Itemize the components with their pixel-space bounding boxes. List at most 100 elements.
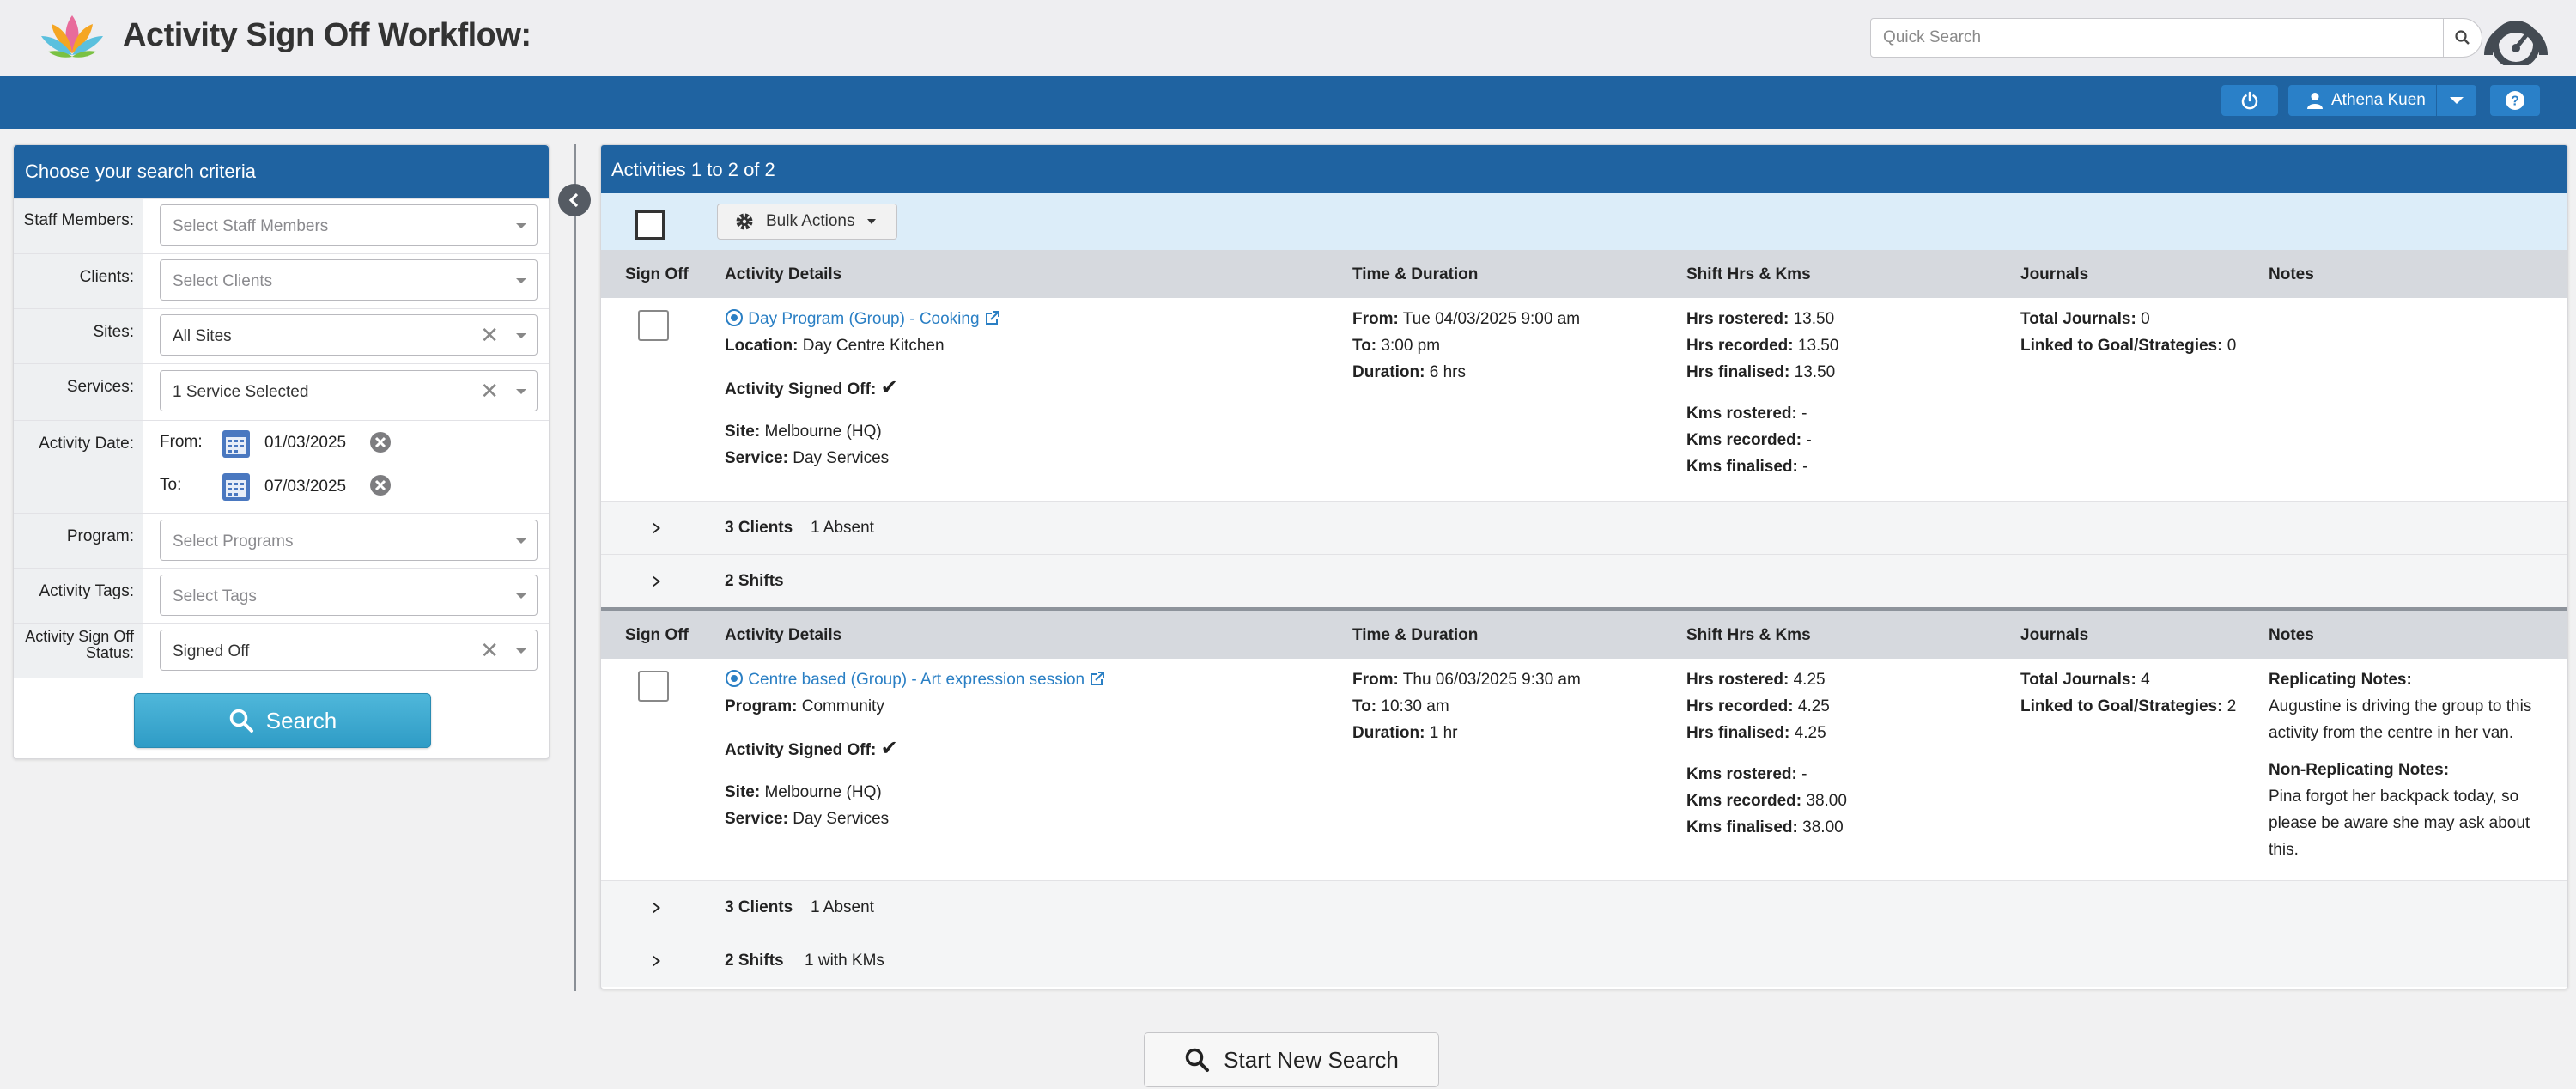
svg-text:?: ? xyxy=(2511,94,2519,109)
activity-name[interactable]: Centre based (Group) - Art expression se… xyxy=(748,671,1085,689)
col-journals: Journals xyxy=(2020,265,2089,283)
nav-bar xyxy=(0,76,2576,129)
external-link-icon[interactable] xyxy=(984,309,1001,326)
search-button-label: Search xyxy=(265,707,337,733)
tags-select[interactable]: Select Tags xyxy=(160,575,538,616)
clients-expander[interactable]: 3 Clients 1 Absent xyxy=(601,501,2567,554)
col-time: Time & Duration xyxy=(1352,265,1479,283)
user-menu-dropdown[interactable] xyxy=(2437,85,2476,116)
triangle-right-icon xyxy=(653,575,660,587)
target-icon xyxy=(726,670,743,687)
select-all-checkbox[interactable] xyxy=(635,210,665,240)
services-select[interactable]: 1 Service Selected ✕ xyxy=(160,370,538,411)
signoff-checkbox[interactable] xyxy=(638,671,669,702)
quick-search-input[interactable] xyxy=(1870,18,2444,58)
status-select[interactable]: Signed Off ✕ xyxy=(160,630,538,671)
criteria-header: Choose your search criteria xyxy=(14,145,549,198)
criteria-row-sites: Sites: All Sites ✕ xyxy=(14,308,549,363)
time-duration: From: Thu 06/03/2025 9:30 am To: 10:30 a… xyxy=(1352,671,1581,742)
help-icon: ? xyxy=(2506,91,2524,110)
page-title: Activity Sign Off Workflow: xyxy=(123,17,532,53)
logout-button[interactable] xyxy=(2221,85,2278,116)
criteria-row-program: Program: Select Programs xyxy=(14,513,549,568)
shifts-expander[interactable]: 2 Shifts xyxy=(601,554,2567,607)
date-from-value[interactable]: 01/03/2025 xyxy=(264,434,347,452)
activity-name[interactable]: Day Program (Group) - Cooking xyxy=(748,310,980,328)
clear-date-icon[interactable] xyxy=(369,431,392,453)
caret-down-icon xyxy=(516,648,526,654)
activity-link[interactable]: Day Program (Group) - Cooking xyxy=(725,306,1001,332)
search-icon xyxy=(1185,1048,1210,1072)
quick-search-button[interactable] xyxy=(2443,18,2482,58)
clients-label: Clients: xyxy=(14,254,143,308)
clear-date-icon[interactable] xyxy=(369,474,392,496)
activity-link[interactable]: Centre based (Group) - Art expression se… xyxy=(725,666,1106,693)
criteria-row-staff: Staff Members: Select Staff Members xyxy=(14,198,549,253)
triangle-right-icon xyxy=(653,902,660,914)
staff-label: Staff Members: xyxy=(14,199,143,253)
activity-details: Day Program (Group) - Cooking Location: … xyxy=(725,306,1001,471)
col-shift: Shift Hrs & Kms xyxy=(1686,265,1811,283)
criteria-row-date: Activity Date: From: 01/03/2025 To: 07/0… xyxy=(14,420,549,513)
services-label: Services: xyxy=(14,364,143,420)
journals: Total Journals: 0 Linked to Goal/Strateg… xyxy=(2020,310,2237,355)
calendar-icon[interactable] xyxy=(222,472,251,502)
clear-icon[interactable]: ✕ xyxy=(480,378,499,404)
shifts-expander[interactable]: 2 Shifts 1 with KMs xyxy=(601,934,2567,987)
bulk-actions-button[interactable]: Bulk Actions xyxy=(717,204,897,240)
caret-down-icon xyxy=(516,223,526,228)
col-signoff: Sign Off xyxy=(625,265,689,283)
col-time: Time & Duration xyxy=(1352,626,1479,644)
signoff-checkbox[interactable] xyxy=(638,310,669,341)
results-panel: Activities 1 to 2 of 2 Bulk Actions Sign… xyxy=(600,144,2568,989)
user-menu-button[interactable]: Athena Kuen xyxy=(2288,85,2436,116)
col-shift: Shift Hrs & Kms xyxy=(1686,626,1811,644)
clear-icon[interactable]: ✕ xyxy=(480,637,499,663)
chevron-left-icon xyxy=(568,192,579,208)
gear-icon xyxy=(736,213,753,230)
target-icon xyxy=(726,309,743,326)
help-button[interactable]: ? xyxy=(2490,85,2540,116)
journals: Total Journals: 4 Linked to Goal/Strateg… xyxy=(2020,671,2237,715)
caret-down-icon xyxy=(516,538,526,544)
criteria-row-clients: Clients: Select Clients xyxy=(14,253,549,308)
sites-select[interactable]: All Sites ✕ xyxy=(160,314,538,356)
caret-down-icon xyxy=(516,333,526,338)
caret-down-icon xyxy=(2450,97,2464,104)
activity-row: Day Program (Group) - Cooking Location: … xyxy=(601,298,2567,501)
caret-down-icon xyxy=(516,278,526,283)
activity-details: Centre based (Group) - Art expression se… xyxy=(725,666,1106,832)
program-label: Program: xyxy=(14,514,143,568)
start-new-search-label: Start New Search xyxy=(1224,1046,1399,1073)
clients-expander[interactable]: 3 Clients 1 Absent xyxy=(601,880,2567,934)
criteria-row-services: Services: 1 Service Selected ✕ xyxy=(14,363,549,420)
user-icon xyxy=(2307,93,2323,109)
results-header: Activities 1 to 2 of 2 xyxy=(601,145,2567,193)
triangle-right-icon xyxy=(653,955,660,967)
search-button[interactable]: Search xyxy=(134,693,431,748)
start-new-search-button[interactable]: Start New Search xyxy=(1144,1032,1439,1087)
clear-icon[interactable]: ✕ xyxy=(480,322,499,348)
shift-hrs-kms: Hrs rostered: 4.25 Hrs recorded: 4.25 Hr… xyxy=(1686,671,1847,837)
clients-select[interactable]: Select Clients xyxy=(160,259,538,301)
date-to-label: To: xyxy=(160,476,182,494)
row-separator xyxy=(601,607,2567,611)
calendar-icon[interactable] xyxy=(222,429,251,459)
status-label: Activity Sign Off Status: xyxy=(14,624,143,678)
panel-divider[interactable] xyxy=(574,144,576,991)
column-headers: Sign Off Activity Details Time & Duratio… xyxy=(601,611,2567,659)
external-link-icon[interactable] xyxy=(1089,670,1106,687)
staff-select[interactable]: Select Staff Members xyxy=(160,204,538,246)
date-label: Activity Date: xyxy=(14,421,143,513)
lotus-logo-icon xyxy=(41,15,103,58)
collapse-panel-button[interactable] xyxy=(558,184,591,216)
tags-label: Activity Tags: xyxy=(14,569,143,623)
caret-down-icon xyxy=(516,389,526,394)
search-criteria-panel: Choose your search criteria Staff Member… xyxy=(13,144,550,759)
program-select[interactable]: Select Programs xyxy=(160,520,538,561)
caret-down-icon xyxy=(516,593,526,599)
search-icon xyxy=(229,709,253,733)
dashboard-gauge-icon[interactable] xyxy=(2483,10,2549,65)
shift-hrs-kms: Hrs rostered: 13.50 Hrs recorded: 13.50 … xyxy=(1686,310,1839,476)
date-to-value[interactable]: 07/03/2025 xyxy=(264,478,347,496)
